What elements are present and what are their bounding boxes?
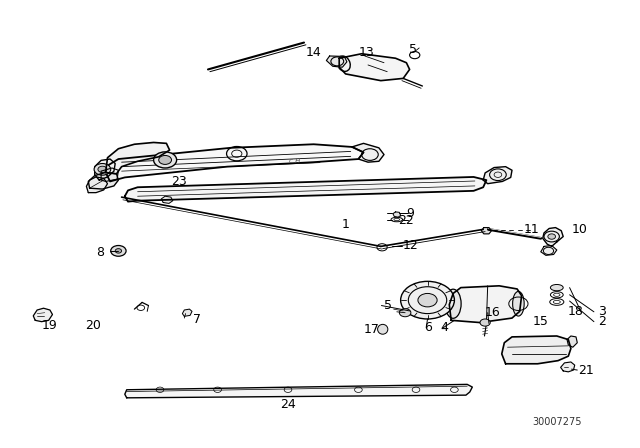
- Polygon shape: [161, 196, 173, 203]
- Circle shape: [154, 152, 177, 168]
- Text: 30007275: 30007275: [532, 417, 582, 427]
- Text: 5: 5: [384, 299, 392, 312]
- Text: 2: 2: [598, 315, 606, 328]
- Polygon shape: [88, 172, 118, 189]
- Polygon shape: [106, 144, 364, 181]
- Text: 8: 8: [96, 246, 104, 259]
- Polygon shape: [449, 286, 522, 323]
- Text: 5: 5: [409, 43, 417, 56]
- Polygon shape: [33, 308, 52, 322]
- Text: 7: 7: [193, 313, 201, 326]
- Polygon shape: [541, 246, 557, 255]
- Polygon shape: [101, 168, 118, 181]
- Polygon shape: [483, 167, 512, 184]
- Polygon shape: [339, 54, 410, 81]
- Ellipse shape: [513, 291, 524, 316]
- Circle shape: [94, 164, 111, 175]
- Polygon shape: [543, 228, 563, 246]
- Text: 19: 19: [42, 319, 58, 332]
- Polygon shape: [352, 143, 384, 162]
- Polygon shape: [481, 228, 492, 234]
- Text: 24: 24: [280, 398, 296, 412]
- Circle shape: [548, 234, 556, 239]
- Circle shape: [111, 246, 126, 256]
- Circle shape: [98, 166, 107, 172]
- Ellipse shape: [445, 289, 461, 318]
- Ellipse shape: [550, 284, 563, 291]
- Circle shape: [115, 249, 122, 253]
- Text: 12: 12: [403, 239, 419, 252]
- Polygon shape: [561, 362, 575, 372]
- Circle shape: [159, 155, 172, 164]
- Circle shape: [480, 319, 490, 326]
- Circle shape: [418, 293, 437, 307]
- Polygon shape: [125, 384, 472, 398]
- Text: 3: 3: [598, 305, 606, 319]
- Polygon shape: [326, 56, 347, 67]
- Polygon shape: [502, 336, 571, 364]
- Text: 21: 21: [579, 363, 595, 377]
- Text: c H: c H: [289, 158, 300, 164]
- Polygon shape: [95, 159, 115, 180]
- Circle shape: [399, 309, 411, 317]
- Text: 15: 15: [533, 315, 548, 328]
- Text: 1: 1: [342, 217, 349, 231]
- Text: 17: 17: [364, 323, 379, 336]
- Circle shape: [401, 281, 454, 319]
- Polygon shape: [125, 177, 486, 202]
- Text: 20: 20: [85, 319, 100, 332]
- Text: 23: 23: [172, 175, 187, 188]
- Polygon shape: [86, 177, 108, 193]
- Text: 4: 4: [440, 321, 448, 335]
- Polygon shape: [106, 142, 170, 174]
- Polygon shape: [567, 336, 577, 347]
- Polygon shape: [182, 309, 192, 316]
- Text: 14: 14: [306, 46, 321, 60]
- Text: 16: 16: [484, 306, 500, 319]
- Text: 6: 6: [424, 321, 431, 335]
- Text: 11: 11: [524, 223, 539, 236]
- Text: 18: 18: [568, 305, 584, 319]
- Text: 10: 10: [572, 223, 587, 236]
- Text: 9: 9: [406, 207, 414, 220]
- Ellipse shape: [378, 324, 388, 334]
- Text: 13: 13: [359, 46, 374, 60]
- Polygon shape: [393, 212, 401, 217]
- Text: 22: 22: [398, 214, 414, 227]
